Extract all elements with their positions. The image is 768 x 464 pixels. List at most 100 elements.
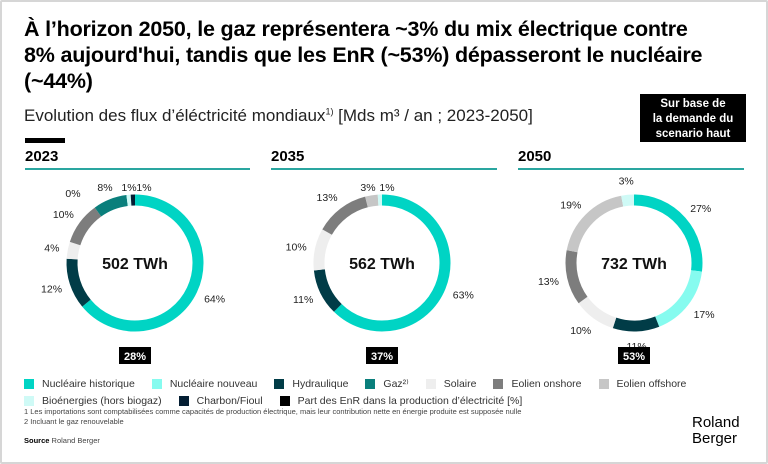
slice-label: 12% (41, 284, 62, 296)
panel-rule (518, 168, 744, 170)
donut-slice-solaire (66, 241, 81, 260)
legend-label: Bioénergies (hors biogaz) (42, 394, 162, 407)
panel-rule (271, 168, 497, 170)
slice-label: 8% (97, 182, 112, 194)
panel-title-2050: 2050 (518, 148, 552, 165)
slice-label: 13% (538, 276, 559, 288)
scenario-badge: Sur base de la demande du scenario haut (640, 94, 746, 142)
legend-label: Charbon/Fioul (196, 394, 263, 407)
logo-line: Berger (692, 430, 738, 447)
enr-share-badge (366, 347, 398, 364)
slice-label: 1% (121, 182, 136, 194)
legend-item-bioenergies: Bioénergies (hors biogaz) (24, 395, 162, 407)
roland-berger-logo: Roland Berger (692, 415, 740, 447)
legend-label: Eolien offshore (616, 377, 687, 390)
scenario-line: Sur base de (660, 98, 726, 110)
source-label: Source (24, 436, 50, 445)
slice-label: 4% (44, 242, 59, 254)
legend-item-part-enr: Part des EnR dans la production d’électr… (279, 395, 522, 407)
slice-label: 64% (204, 293, 225, 305)
donut-center-total: 732 TWh (601, 256, 667, 273)
slice-label: 10% (53, 209, 74, 221)
legend-label: Gaz²⁾ (383, 377, 409, 390)
scenario-line: la demande du (652, 113, 734, 125)
logo-line: Roland (692, 414, 740, 431)
donut-slice-hydraulique (313, 269, 342, 312)
slice-label: 1% (379, 182, 394, 194)
legend-item-eolien-offshore: Eolien offshore (598, 377, 687, 390)
slice-label: 3% (619, 175, 634, 187)
donut-center-total: 562 TWh (349, 256, 415, 273)
slice-label: 10% (570, 325, 591, 337)
slice-label: 3% (360, 182, 375, 194)
legend-swatch (365, 378, 376, 389)
legend-label: Nucléaire nouveau (169, 377, 258, 390)
subtitle-text: Evolution des flux d’éléctricité mondiau… (24, 106, 326, 125)
donut-slice-nucleaire-historique (82, 194, 204, 332)
legend: Nucléaire historique Nucléaire nouveau Hyd… (24, 375, 744, 409)
legend-item-nucleaire-nouveau: Nucléaire nouveau (151, 377, 258, 390)
slice-label: 13% (317, 192, 338, 204)
slice-label: 63% (453, 289, 474, 301)
legend-swatch (178, 395, 189, 406)
panel-rule (25, 168, 250, 170)
donut-slice-nucleaire-historique (633, 194, 703, 272)
legend-item-hydraulique: Hydraulique (274, 378, 348, 390)
enr-share-badge (618, 347, 650, 364)
slice-label: 27% (690, 203, 711, 215)
subtitle-unit: [Mds m³ / an ; 2023-2050] (333, 106, 533, 125)
slice-label: 10% (286, 241, 307, 253)
donut-slice-eolien-offshore (365, 194, 379, 208)
donut-slice-hydraulique (612, 316, 660, 332)
enr-share-value: 53% (623, 351, 645, 363)
legend-item-solaire: Solaire (425, 377, 477, 390)
legend-label: Eolien onshore (511, 377, 582, 390)
footnote-ref: 1) (325, 106, 334, 117)
legend-swatch (493, 378, 504, 389)
source-value: Roland Berger (51, 436, 100, 445)
donut-slice-gaz (94, 195, 129, 217)
legend-item-gaz: Gaz²⁾ (365, 377, 409, 390)
legend-label: Solaire (443, 377, 477, 390)
panel-title-2023: 2023 (25, 148, 59, 165)
legend-swatch (425, 378, 436, 389)
panel-title-2035: 2035 (271, 148, 305, 165)
slice-label: 11% (293, 294, 313, 306)
source-line: Source Roland Berger (24, 436, 100, 445)
donut-slice-nucleaire-nouveau (654, 270, 702, 327)
legend-swatch (24, 378, 34, 389)
scenario-line: scenario haut (655, 128, 731, 140)
donut-slice-eolien-onshore (322, 196, 369, 235)
footnote-2: 2 Incluant le gaz renouvelable (24, 417, 124, 426)
legend-swatch (151, 378, 162, 389)
legend-swatch (24, 395, 34, 406)
slice-label: 1% (136, 182, 151, 194)
donut-slice-eolien-offshore (566, 195, 624, 253)
legend-item-charbon-fioul: Charbon/Fioul (178, 394, 263, 407)
slice-label: 17% (694, 309, 715, 321)
legend-swatch (274, 378, 285, 389)
donut-slice-hydraulique (66, 258, 91, 307)
accent-bar (25, 138, 65, 143)
footnotes: 1 Les importations sont comptabilisées c… (24, 407, 521, 427)
enr-share-value: 28% (124, 351, 146, 363)
donut-slice-eolien-onshore (69, 207, 102, 246)
footnote-1: 1 Les importations sont comptabilisées c… (24, 407, 522, 416)
chart-subtitle: Evolution des flux d’éléctricité mondiau… (24, 106, 533, 126)
donut-slice-nucleaire-historique (333, 194, 451, 332)
legend-label: Hydraulique (292, 377, 349, 390)
donut-slice-solaire (578, 296, 617, 329)
slice-label: 0% (65, 188, 80, 200)
enr-share-badge (119, 347, 151, 364)
legend-item-nucleaire-historique: Nucléaire historique (24, 378, 135, 390)
legend-swatch (279, 395, 290, 406)
legend-swatch (598, 378, 609, 389)
slice-label: 19% (560, 199, 581, 211)
donut-slice-bioenergies (621, 194, 635, 207)
legend-row: Bioénergies (hors biogaz) Charbon/Fioul Pa… (24, 392, 744, 409)
donut-slice-eolien-onshore (565, 250, 588, 304)
donut-center-total: 502 TWh (102, 256, 168, 273)
legend-row: Nucléaire historique Nucléaire nouveau Hyd… (24, 375, 744, 392)
